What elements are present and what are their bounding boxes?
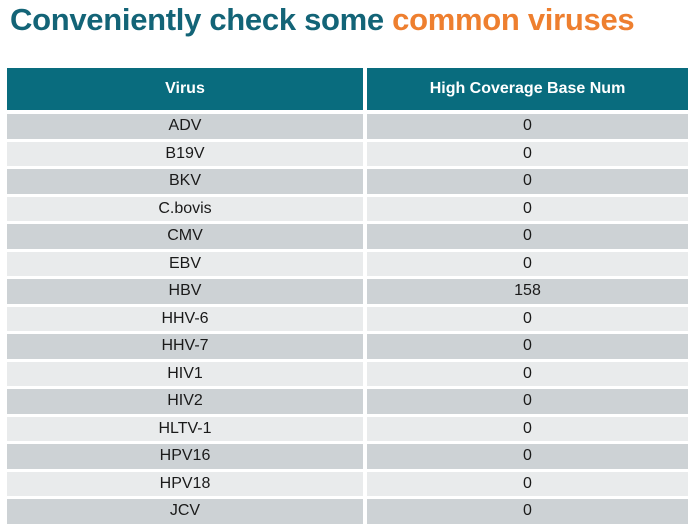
title-accent-text: common viruses — [392, 2, 635, 37]
table-row: BKV 0 — [7, 169, 688, 194]
virus-cell: JCV — [7, 499, 363, 524]
value-cell: 0 — [367, 169, 688, 194]
virus-cell: HHV-6 — [7, 306, 363, 331]
virus-cell: HBV — [7, 279, 363, 304]
header-cell-virus: Virus — [7, 68, 363, 110]
virus-cell: CMV — [7, 224, 363, 249]
value-cell: 0 — [367, 141, 688, 166]
table-row: HIV2 0 — [7, 389, 688, 414]
virus-cell: ADV — [7, 114, 363, 139]
value-cell: 0 — [367, 361, 688, 386]
virus-cell: HLTV-1 — [7, 416, 363, 441]
value-cell: 0 — [367, 114, 688, 139]
value-cell: 0 — [367, 196, 688, 221]
value-cell: 0 — [367, 499, 688, 524]
table-row: HBV 158 — [7, 279, 688, 304]
table-row: C.bovis 0 — [7, 196, 688, 221]
virus-cell: HPV18 — [7, 471, 363, 496]
value-cell: 0 — [367, 416, 688, 441]
value-cell: 0 — [367, 224, 688, 249]
value-cell: 0 — [367, 306, 688, 331]
table-row: HPV18 0 — [7, 471, 688, 496]
table-row: JCV 0 — [7, 499, 688, 524]
table-row: HLTV-1 0 — [7, 416, 688, 441]
virus-cell: BKV — [7, 169, 363, 194]
table-row: HHV-6 0 — [7, 306, 688, 331]
virus-cell: C.bovis — [7, 196, 363, 221]
virus-cell: HPV16 — [7, 444, 363, 469]
table-body: ADV 0 B19V 0 BKV 0 C.bovis 0 CMV 0 EBV 0… — [7, 114, 688, 524]
virus-table: Virus High Coverage Base Num ADV 0 B19V … — [7, 68, 688, 527]
table-row: HHV-7 0 — [7, 334, 688, 359]
virus-cell: EBV — [7, 251, 363, 276]
value-cell: 0 — [367, 471, 688, 496]
title-main-text: Conveniently check some — [10, 2, 393, 37]
table-header-row: Virus High Coverage Base Num — [7, 68, 688, 110]
table-row: HIV1 0 — [7, 361, 688, 386]
virus-cell: HHV-7 — [7, 334, 363, 359]
table-row: B19V 0 — [7, 141, 688, 166]
virus-cell: HIV1 — [7, 361, 363, 386]
table-row: CMV 0 — [7, 224, 688, 249]
virus-cell: HIV2 — [7, 389, 363, 414]
value-cell: 0 — [367, 334, 688, 359]
table-row: HPV16 0 — [7, 444, 688, 469]
header-cell-coverage: High Coverage Base Num — [367, 68, 688, 110]
value-cell: 0 — [367, 251, 688, 276]
value-cell: 0 — [367, 444, 688, 469]
virus-cell: B19V — [7, 141, 363, 166]
value-cell: 158 — [367, 279, 688, 304]
value-cell: 0 — [367, 389, 688, 414]
page-title: Conveniently check some common viruses — [10, 2, 696, 38]
table-row: EBV 0 — [7, 251, 688, 276]
table-row: ADV 0 — [7, 114, 688, 139]
